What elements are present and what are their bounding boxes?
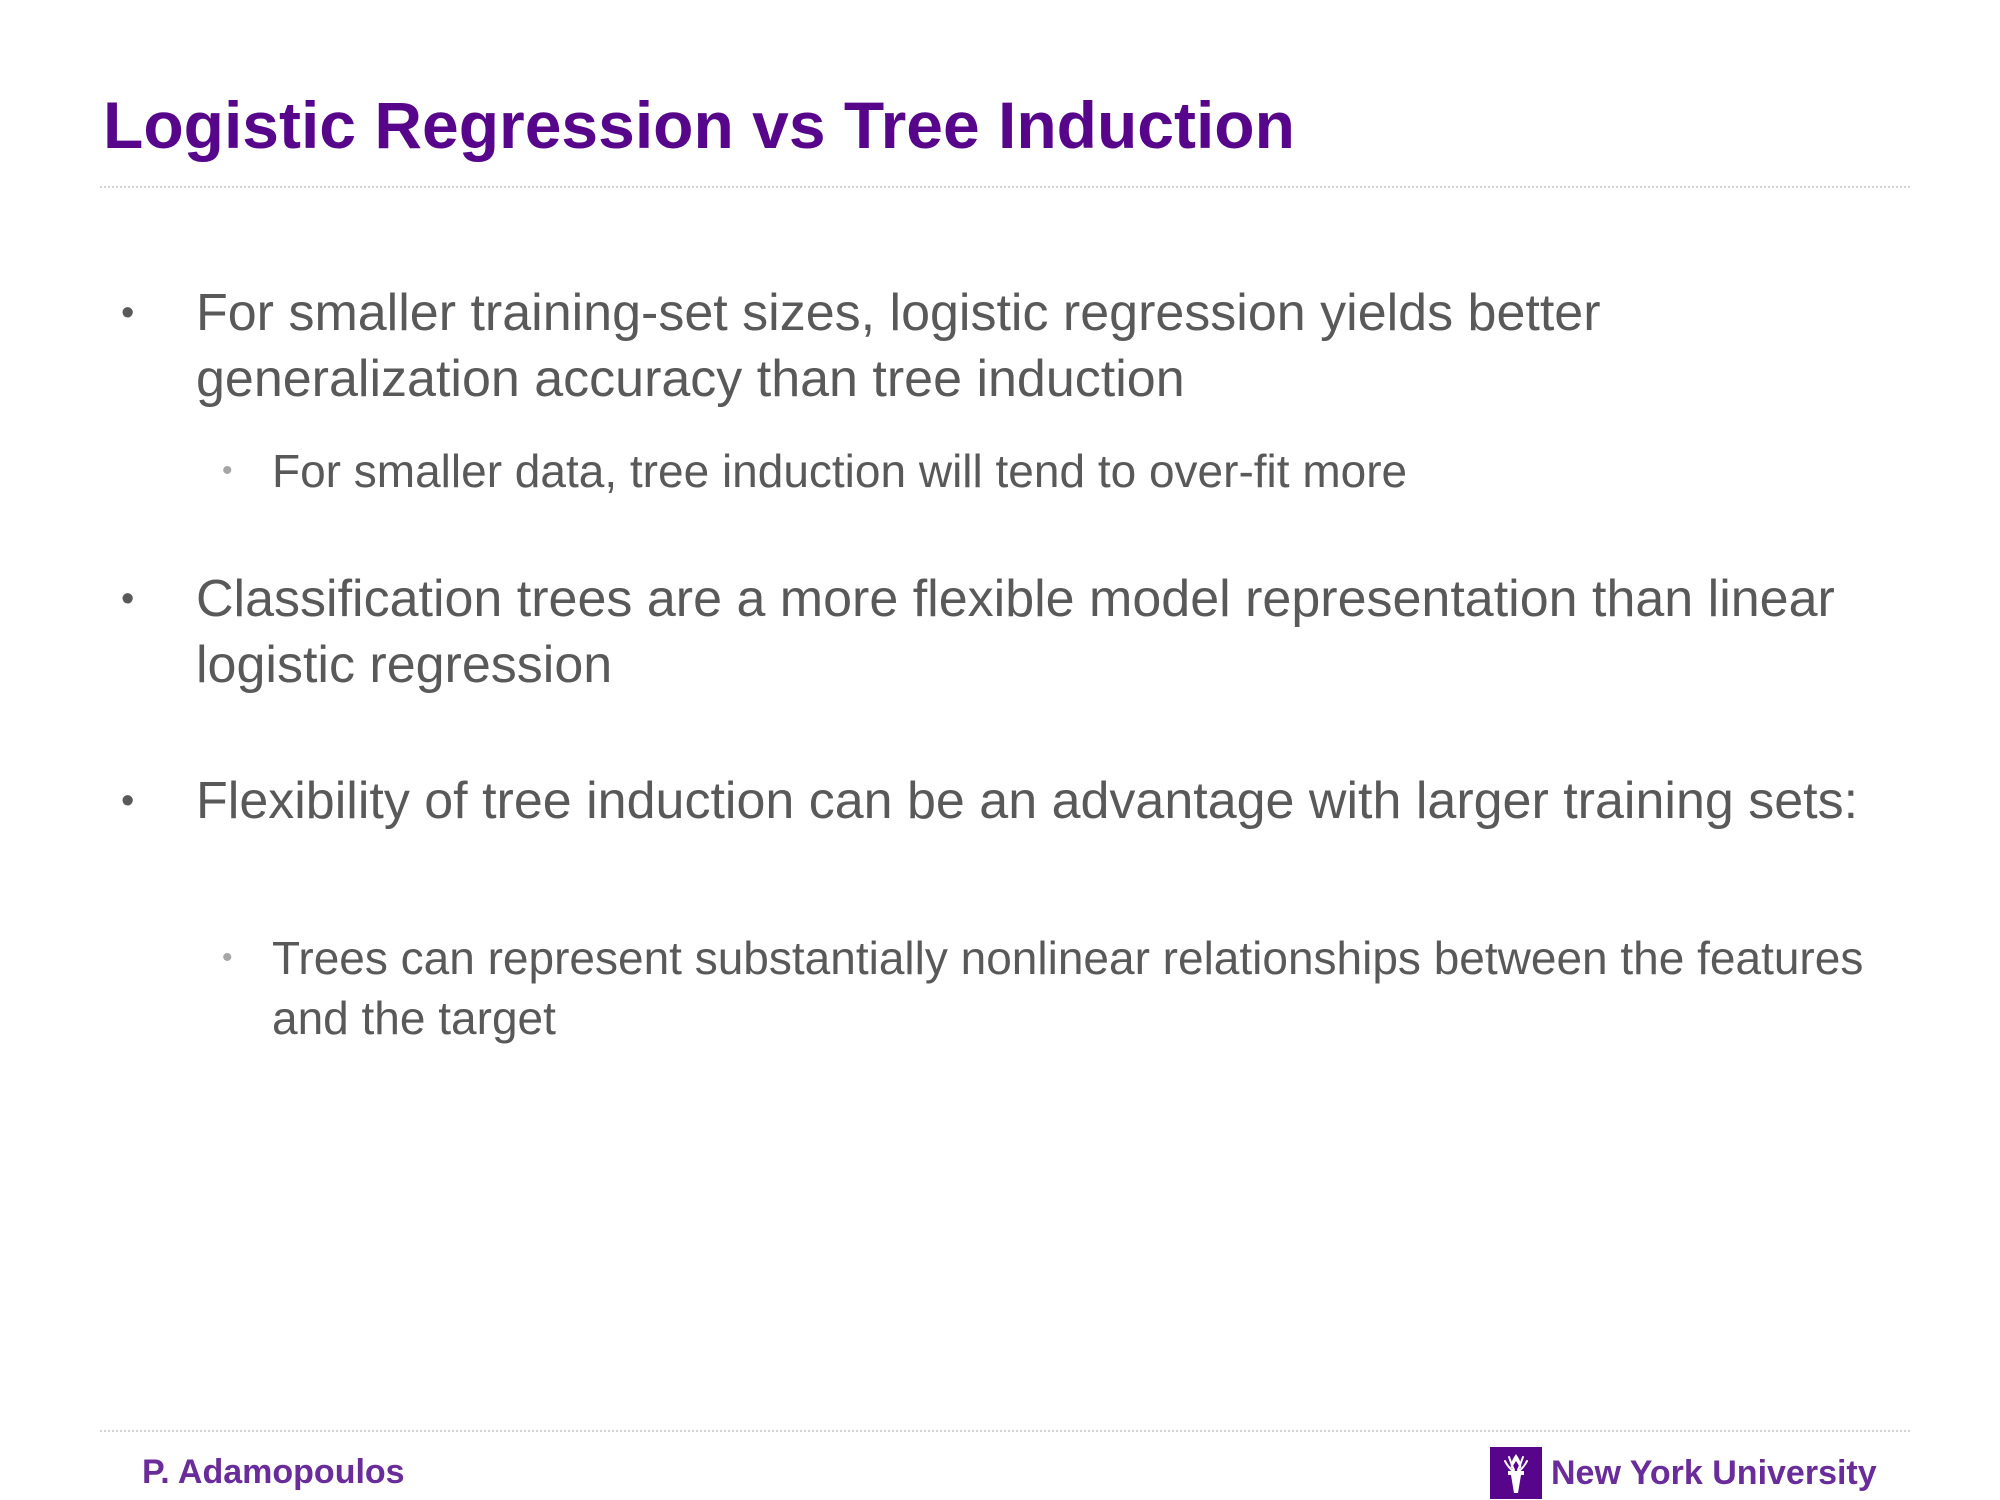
nyu-torch-icon [1490,1447,1542,1499]
sub-bullet-text: For smaller data, tree induction will te… [272,445,1408,497]
sub-bullet-text: Trees can represent substantially nonlin… [272,932,1864,1044]
bullet-text: Classification trees are a more flexible… [196,570,1835,694]
sub-bullet-marker: • [222,941,233,974]
footer-author: P. Adamopoulos [142,1453,405,1491]
bullet-marker: • [121,578,135,620]
bullet-marker: • [121,780,135,822]
footer-organization: New York University [1551,1453,1877,1492]
sub-bullet-marker: • [222,454,233,487]
title-divider [100,186,1910,188]
bullet-text: For smaller training-set sizes, logistic… [196,284,1601,408]
bullet-marker: • [121,292,135,334]
slide-title: Logistic Regression vs Tree Induction [103,88,1295,162]
footer-brand: New York University [1490,1447,1877,1499]
footer-divider [100,1430,1910,1432]
bullet-text: Flexibility of tree induction can be an … [196,772,1859,830]
